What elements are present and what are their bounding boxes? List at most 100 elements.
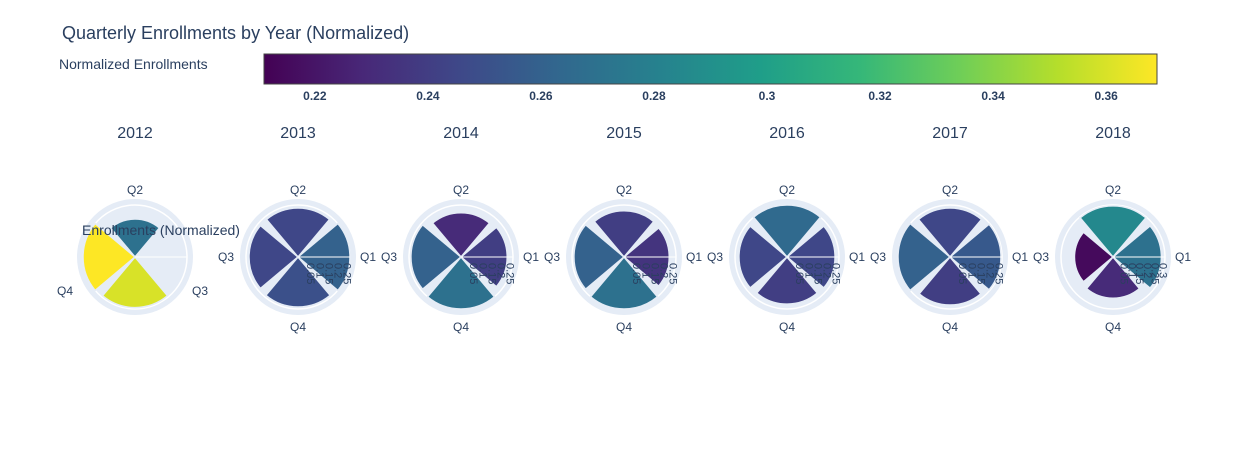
radial-tick-label: 0.25 (341, 263, 353, 284)
angular-tick-label: Q3 (1033, 250, 1049, 264)
polar-panel-2018: 2018 0.050.10.150.20.250.3 Q1 Q2 Q3 Q4 (1033, 125, 1191, 334)
radial-tick-label: 0.05 (467, 263, 479, 284)
angular-tick-label: Q3 (381, 250, 397, 264)
radial-tick-label: 0.25 (1149, 263, 1161, 284)
angular-tick-label: Q2 (616, 183, 632, 197)
polar-bar-2012-q4 (101, 255, 169, 309)
radial-tick-label: 0.25 (504, 263, 516, 284)
angular-tick-label: Q2 (1105, 183, 1121, 197)
radial-tick-label: 0.2 (332, 263, 344, 278)
radial-tick-label: 0.2 (984, 263, 996, 278)
radial-tick-label: 0.1 (802, 263, 814, 278)
radial-tick-label: 0.1 (639, 263, 651, 278)
polar-bar-2015-q2 (593, 210, 655, 259)
angular-tick-label: Q3 (870, 250, 886, 264)
polar-panel-2012: 2012 Q2 Q3 Q4 (57, 125, 208, 315)
radial-tick-label: 0.15 (1133, 263, 1145, 284)
panel-year-label: 2016 (769, 125, 805, 142)
polar-bar-2016-q4 (755, 255, 819, 305)
colorbar-title: Normalized Enrollments (59, 56, 208, 72)
polar-bar-2014-q2 (431, 211, 491, 259)
radial-tick-label: 0.25 (993, 263, 1005, 284)
panel-year-label: 2014 (443, 125, 479, 142)
polar-bar-2014-q3 (410, 223, 463, 291)
polar-panel-2015: 2015 0.050.10.150.20.25 Q1 Q2 Q3 Q4 (544, 125, 702, 334)
radial-tick-label: 0.2 (821, 263, 833, 278)
radial-tick-label: 0.05 (956, 263, 968, 284)
colorbar-tick-label: 0.3 (759, 89, 776, 103)
polar-panel-2016: 2016 0.050.10.150.20.25 Q1 Q2 Q3 Q4 (707, 125, 865, 334)
colorbar-tick-label: 0.22 (303, 89, 327, 103)
panel-year-label: 2015 (606, 125, 642, 142)
panel-year-label: 2017 (932, 125, 968, 142)
polar-bar-2018-q2 (1079, 205, 1147, 259)
polar-bar-2015-q4 (589, 255, 659, 310)
polar-bar-2016-q2 (752, 204, 822, 259)
panel-year-label: 2012 (117, 125, 153, 142)
radial-axis-title: Enrollments (Normalized) (82, 222, 240, 238)
angular-tick-label: Q4 (1105, 320, 1121, 334)
angular-tick-label: Q4 (616, 320, 632, 334)
angular-tick-label: Q3 (707, 250, 723, 264)
angular-tick-label: Q2 (942, 183, 958, 197)
polar-bar-2016-q3 (738, 225, 789, 289)
radial-tick-label: 0.15 (974, 263, 986, 284)
angular-tick-label: Q4 (290, 320, 306, 334)
polar-bar-2012-q3 (82, 222, 137, 292)
colorbar-tick-label: 0.24 (416, 89, 440, 103)
polar-panels: 2012Q2Q3Q420130.050.10.150.20.25Q1Q2Q3Q4… (57, 125, 1191, 334)
polar-bar-2013-q4 (264, 255, 332, 308)
polar-panel-2017: 2017 0.050.10.150.20.25 Q1 Q2 Q3 Q4 (870, 125, 1028, 334)
radial-tick-label: 0.05 (1118, 263, 1130, 284)
angular-tick-label: Q1 (1012, 250, 1028, 264)
angular-tick-label: Q1 (1175, 250, 1191, 264)
angular-tick-label: Q1 (849, 250, 865, 264)
radial-tick-label: 0.25 (667, 263, 679, 284)
colorbar-ticks: 0.22 0.24 0.26 0.28 0.3 0.32 0.34 0.36 (303, 89, 1118, 103)
angular-tick-label: Q1 (360, 250, 376, 264)
angular-tick-label: Q2 (453, 183, 469, 197)
radial-tick-label: 0.2 (1141, 263, 1153, 278)
radial-tick-label: 0.1 (1125, 263, 1137, 278)
radial-tick-label: 0.1 (313, 263, 325, 278)
angular-tick-label: Q2 (127, 183, 143, 197)
polar-bar-2017-q2 (917, 207, 983, 259)
polar-bar-2013-q3 (248, 224, 300, 290)
polar-panel-2014: 2014 0.050.10.150.20.25 Q1 Q2 Q3 Q4 (381, 125, 539, 334)
angular-tick-label: Q1 (686, 250, 702, 264)
polar-bar-2018-q3 (1073, 231, 1115, 283)
radial-tick-label: 0.2 (658, 263, 670, 278)
polar-bar-2017-q3 (897, 222, 952, 292)
radial-tick-label: 0.25 (830, 263, 842, 284)
panel-year-label: 2018 (1095, 125, 1131, 142)
polar-panel-2013: 2013 0.050.10.150.20.25 Q1 Q2 Q3 Q4 (218, 125, 376, 334)
radial-tick-label: 0.15 (485, 263, 497, 284)
angular-tick-label: Q2 (290, 183, 306, 197)
panel-year-label: 2013 (280, 125, 316, 142)
radial-tick-label: 0.05 (630, 263, 642, 284)
chart-title: Quarterly Enrollments by Year (Normalize… (62, 23, 409, 43)
radial-tick-label: 0.2 (495, 263, 507, 278)
radial-tick-label: 0.05 (304, 263, 316, 284)
colorbar-tick-label: 0.32 (868, 89, 892, 103)
polar-bar-2015-q3 (573, 223, 626, 291)
colorbar (263, 53, 1158, 85)
angular-tick-label: Q4 (942, 320, 958, 334)
radial-tick-label: 0.15 (322, 263, 334, 284)
radial-tick-label: 0.3 (1156, 263, 1168, 278)
angular-tick-label: Q4 (453, 320, 469, 334)
angular-tick-label: Q3 (218, 250, 234, 264)
radial-tick-label: 0.05 (793, 263, 805, 284)
colorbar-tick-label: 0.28 (642, 89, 666, 103)
polar-bar-2013-q2 (265, 207, 331, 259)
radial-tick-label: 0.15 (811, 263, 823, 284)
angular-tick-label: Q1 (523, 250, 539, 264)
angular-tick-label: Q3 (544, 250, 560, 264)
polar-bar-2012-q2 (109, 218, 161, 259)
colorbar-tick-label: 0.34 (981, 89, 1005, 103)
angular-tick-label: Q3 (192, 284, 208, 298)
colorbar-tick-label: 0.26 (529, 89, 553, 103)
radial-tick-label: 0.1 (476, 263, 488, 278)
polar-bar-2018-q4 (1085, 255, 1141, 299)
